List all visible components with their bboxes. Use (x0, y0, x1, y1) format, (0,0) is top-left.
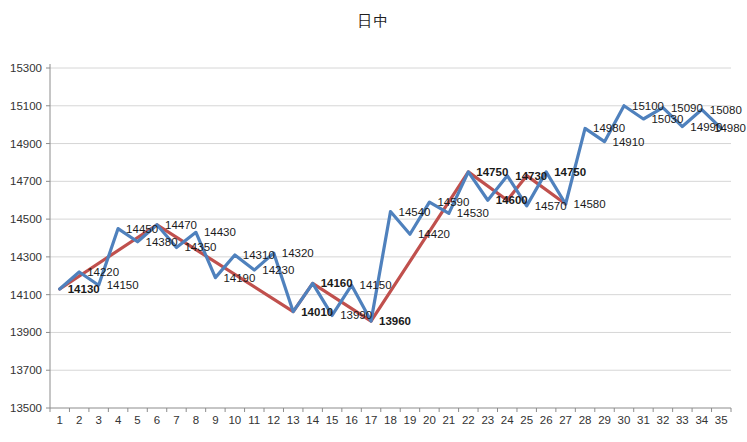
y-tick-label: 13900 (10, 326, 42, 338)
y-tick-label: 14700 (10, 175, 42, 187)
y-tick-label: 15300 (10, 62, 42, 74)
x-tick-label: 16 (345, 414, 358, 426)
x-tick-label: 20 (423, 414, 436, 426)
x-tick-label: 6 (154, 414, 160, 426)
x-tick-label: 30 (618, 414, 631, 426)
x-tick-label: 1 (57, 414, 63, 426)
data-label: 14190 (223, 272, 255, 284)
x-tick-label: 15 (326, 414, 339, 426)
x-tick-label: 14 (306, 414, 319, 426)
chart-title: 日中 (0, 12, 747, 31)
data-label: 14010 (301, 306, 333, 318)
x-tick-label: 4 (115, 414, 122, 426)
chart: 日中 1350013700139001410014300145001470014… (0, 0, 747, 442)
x-tick-label: 22 (462, 414, 475, 426)
x-tick-label: 23 (481, 414, 494, 426)
data-label: 14600 (496, 194, 528, 206)
data-label: 14380 (146, 236, 178, 248)
data-label: 14150 (360, 279, 392, 291)
data-label: 14540 (399, 206, 431, 218)
x-tick-label: 35 (715, 414, 728, 426)
data-label: 14980 (714, 122, 746, 134)
y-tick-label: 14100 (10, 289, 42, 301)
x-tick-label: 26 (540, 414, 553, 426)
x-tick-label: 17 (365, 414, 378, 426)
y-tick-label: 14500 (10, 213, 42, 225)
data-label: 14420 (418, 228, 450, 240)
data-label: 14730 (515, 170, 547, 182)
data-label: 15100 (632, 100, 664, 112)
data-label: 13990 (340, 309, 372, 321)
data-label: 14310 (243, 249, 275, 261)
data-label: 14750 (476, 166, 508, 178)
x-tick-label: 32 (657, 414, 670, 426)
data-label: 14350 (184, 241, 216, 253)
x-tick-label: 21 (442, 414, 455, 426)
x-tick-label: 13 (287, 414, 300, 426)
x-tick-label: 8 (193, 414, 199, 426)
data-label: 14320 (282, 247, 314, 259)
data-label: 14750 (554, 166, 586, 178)
x-tick-label: 27 (559, 414, 572, 426)
x-tick-label: 5 (134, 414, 140, 426)
x-tick-label: 25 (520, 414, 533, 426)
x-tick-label: 33 (676, 414, 689, 426)
data-label: 14220 (87, 266, 119, 278)
data-label: 14130 (68, 283, 100, 295)
data-label: 14910 (613, 136, 645, 148)
data-label: 14980 (593, 122, 625, 134)
data-label: 15080 (710, 104, 742, 116)
data-label: 14470 (165, 219, 197, 231)
data-label: 14430 (204, 226, 236, 238)
data-label: 14590 (437, 196, 469, 208)
data-label: 14230 (262, 264, 294, 276)
data-label: 13960 (379, 315, 411, 327)
line-chart-plot-area: 13500 13700 13900 14100 14300 14500 14700 14900… (0, 0, 747, 442)
y-tick-label: 14900 (10, 138, 42, 150)
x-tick-label: 19 (404, 414, 417, 426)
x-tick-label: 11 (248, 414, 260, 426)
data-label: 14450 (126, 223, 158, 235)
data-label: 14530 (457, 207, 489, 219)
x-tick-label: 29 (598, 414, 611, 426)
data-label: 14160 (321, 277, 353, 289)
x-tick-label: 18 (384, 414, 397, 426)
y-tick-label: 13700 (10, 364, 42, 376)
data-label: 15090 (671, 102, 703, 114)
x-tick-label: 9 (212, 414, 218, 426)
x-tick-label: 31 (637, 414, 650, 426)
x-tick-label: 24 (501, 414, 514, 426)
x-tick-label: 2 (76, 414, 82, 426)
x-tick-label: 7 (173, 414, 179, 426)
data-label: 15030 (651, 113, 683, 125)
x-tick-label: 3 (95, 414, 101, 426)
x-tick-label: 12 (267, 414, 280, 426)
x-tick-label: 34 (695, 414, 708, 426)
x-tick-label: 10 (228, 414, 241, 426)
data-label: 14580 (574, 198, 606, 210)
x-tick-label: 28 (579, 414, 592, 426)
data-label: 14150 (107, 279, 139, 291)
data-label: 14570 (535, 200, 567, 212)
y-tick-label: 13500 (10, 402, 42, 414)
y-tick-label: 14300 (10, 251, 42, 263)
y-tick-label: 15100 (10, 100, 42, 112)
